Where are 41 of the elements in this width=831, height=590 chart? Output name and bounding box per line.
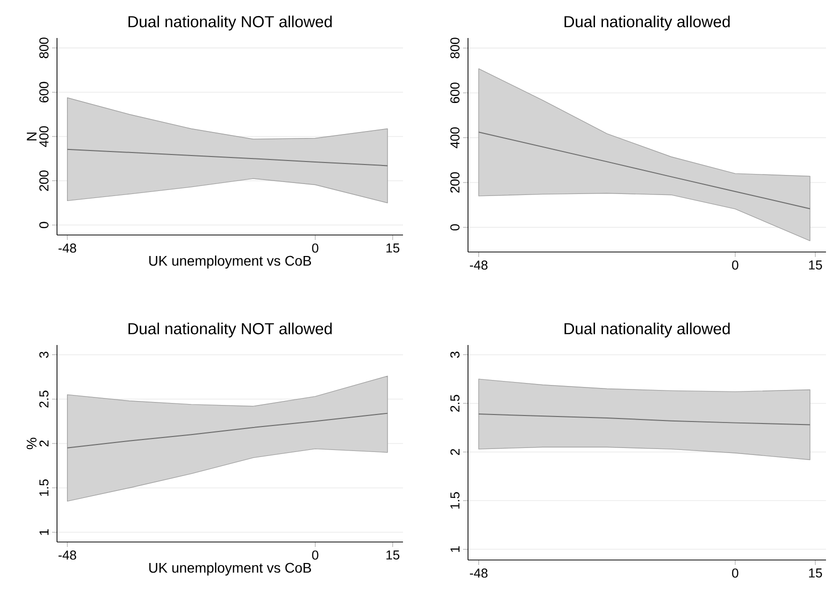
x-tick-label: 15 [809, 568, 822, 578]
y-axis-title: N [26, 132, 36, 140]
x-axis-title: UK unemployment vs CoB [149, 256, 312, 269]
x-tick-label: -48 [470, 568, 488, 578]
y-tick-label: 400 [39, 126, 48, 147]
chart-title: Dual nationality NOT allowed [128, 16, 332, 30]
x-tick-label: -48 [470, 260, 488, 270]
y-tick-label: 200 [450, 172, 460, 193]
x-tick-label: 15 [809, 260, 822, 270]
x-tick-label: 0 [312, 550, 318, 560]
y-tick-label: 600 [39, 82, 48, 102]
y-tick-label: 2.5 [39, 390, 48, 408]
y-tick-label: 400 [450, 127, 460, 148]
x-tick-label: 0 [732, 260, 738, 270]
x-tick-label: 0 [312, 244, 318, 253]
x-tick-label: 15 [386, 244, 400, 253]
y-axis-title: % [26, 438, 36, 450]
y-tick-label: 0 [39, 222, 48, 228]
y-tick-label: 800 [450, 38, 460, 58]
line-series [66, 412, 388, 448]
y-tick-label: 1 [450, 546, 460, 552]
y-tick-label: 200 [39, 170, 48, 191]
x-tick-label: 15 [386, 550, 400, 560]
y-tick-label: 0 [450, 224, 460, 230]
chart-title: Dual nationality allowed [564, 322, 730, 338]
y-tick-label: 3 [450, 352, 460, 358]
y-tick-label: 800 [39, 38, 48, 58]
x-tick-label: -48 [58, 550, 76, 560]
x-axis-title: UK unemployment vs CoB [149, 562, 312, 576]
y-tick-label: 1.5 [450, 492, 460, 509]
y-tick-label: 2.5 [450, 394, 460, 412]
y-tick-label: 1 [40, 529, 48, 535]
chart-title: Dual nationality NOT allowed [128, 322, 332, 338]
chart-title: Dual nationality allowed [564, 16, 730, 30]
x-tick-label: -48 [58, 244, 76, 253]
y-tick-label: 3 [39, 352, 48, 358]
y-tick-label: 600 [450, 82, 460, 104]
y-tick-label: 1.5 [39, 479, 48, 496]
x-tick-label: 0 [732, 568, 738, 578]
y-tick-label: 2 [39, 440, 48, 446]
y-tick-label: 2 [450, 449, 460, 455]
